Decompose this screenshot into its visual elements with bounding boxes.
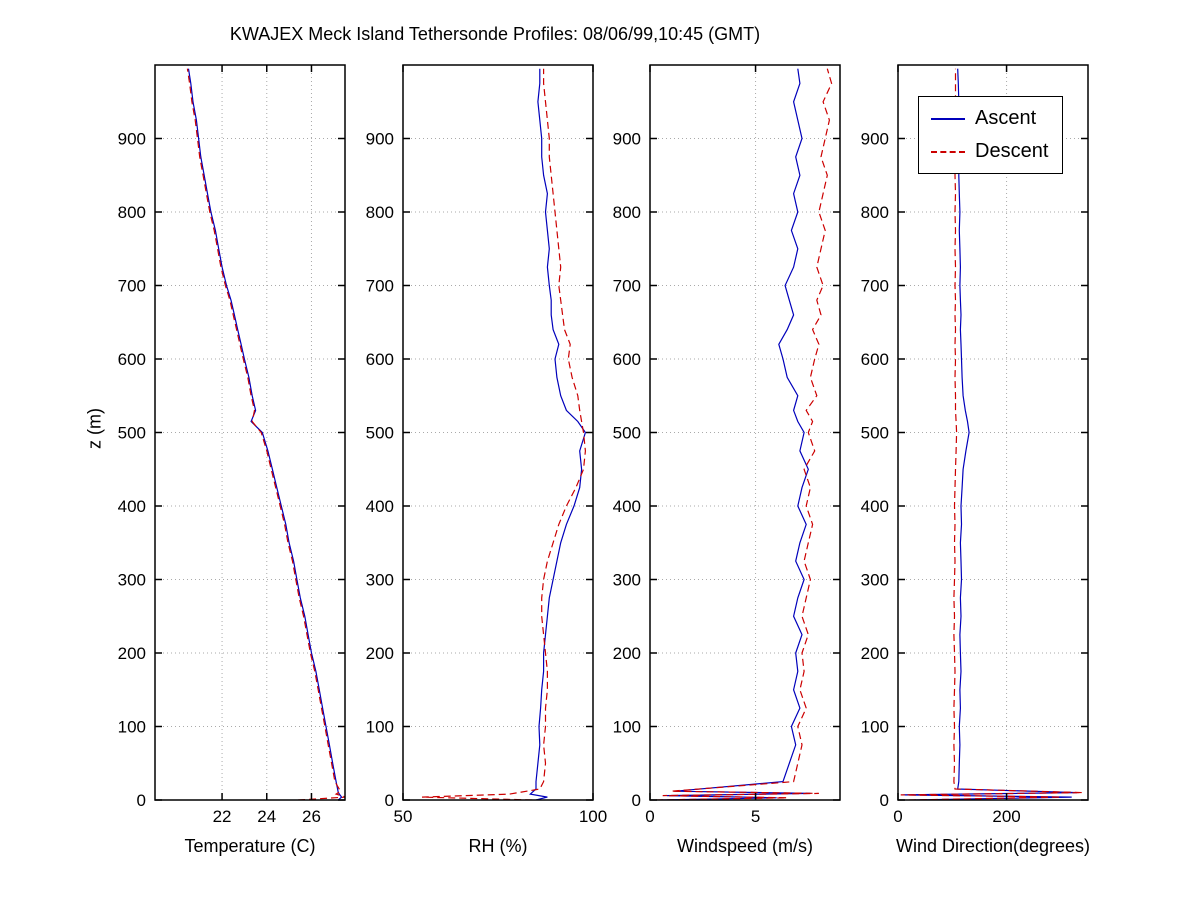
winddirection-ytick-label: 600 xyxy=(861,350,889,369)
legend-label-descent: Descent xyxy=(975,140,1049,162)
x-axis-label-winddirection: Wind Direction(degrees) xyxy=(895,836,1091,856)
winddirection-ascent-line xyxy=(903,68,1078,800)
winddirection-xtick-label: 0 xyxy=(893,807,902,826)
temperature-xtick-label: 22 xyxy=(213,807,232,826)
winddirection-ytick-label: 800 xyxy=(861,203,889,222)
rh-ytick-label: 700 xyxy=(366,277,394,296)
x-axis-label-temperature: Temperature (C) xyxy=(184,836,316,856)
windspeed-ytick-label: 400 xyxy=(613,497,641,516)
winddirection-ytick-label: 100 xyxy=(861,718,889,737)
legend-entry-descent: Descent xyxy=(931,140,1048,163)
windspeed-ytick-label: 200 xyxy=(613,644,641,663)
windspeed-xtick-label: 5 xyxy=(751,807,760,826)
temperature-ytick-label: 300 xyxy=(118,571,146,590)
windspeed-xtick-label: 0 xyxy=(645,807,654,826)
rh-ytick-label: 800 xyxy=(366,203,394,222)
legend: Ascent Descent xyxy=(918,96,1064,174)
windspeed-ytick-label: 800 xyxy=(613,203,641,222)
windspeed-descent-line xyxy=(656,68,833,800)
ascent-line-sample xyxy=(931,117,965,120)
figure-title: KWAJEX Meck Island Tethersonde Profiles:… xyxy=(229,24,761,44)
winddirection-ytick-label: 300 xyxy=(861,571,889,590)
rh-ytick-label: 100 xyxy=(366,718,394,737)
temperature-ytick-label: 0 xyxy=(137,791,146,810)
temperature-ytick-label: 900 xyxy=(118,130,146,149)
temperature-xtick-label: 24 xyxy=(257,807,276,826)
winddirection-ytick-label: 900 xyxy=(861,130,889,149)
rh-xtick-label: 50 xyxy=(394,807,413,826)
rh-ytick-label: 600 xyxy=(366,350,394,369)
rh-ytick-label: 900 xyxy=(366,130,394,149)
temperature-ytick-label: 600 xyxy=(118,350,146,369)
windspeed-ascent-line xyxy=(660,68,811,800)
temperature-ytick-label: 100 xyxy=(118,718,146,737)
temperature-xtick-label: 26 xyxy=(302,807,321,826)
rh-ytick-label: 200 xyxy=(366,644,394,663)
winddirection-ytick-label: 500 xyxy=(861,424,889,443)
legend-entry-ascent: Ascent xyxy=(931,107,1048,130)
temperature-ytick-label: 400 xyxy=(118,497,146,516)
winddirection-xtick-label: 200 xyxy=(992,807,1020,826)
legend-label-ascent: Ascent xyxy=(975,107,1037,129)
rh-ytick-label: 500 xyxy=(366,424,394,443)
descent-line-sample xyxy=(931,150,965,153)
windspeed-ytick-label: 300 xyxy=(613,571,641,590)
winddirection-ytick-label: 200 xyxy=(861,644,889,663)
windspeed-ytick-label: 700 xyxy=(613,277,641,296)
temperature-descent-line xyxy=(186,68,345,800)
winddirection-descent-line xyxy=(900,68,1083,800)
rh-xtick-label: 100 xyxy=(579,807,607,826)
winddirection-ytick-label: 400 xyxy=(861,497,889,516)
x-axis-label-windspeed: Windspeed (m/s) xyxy=(676,836,814,856)
rh-ytick-label: 300 xyxy=(366,571,394,590)
windspeed-ytick-label: 100 xyxy=(613,718,641,737)
windspeed-ytick-label: 0 xyxy=(632,791,641,810)
rh-ytick-label: 0 xyxy=(385,791,394,810)
temperature-ascent-line xyxy=(187,68,343,800)
temperature-ytick-label: 700 xyxy=(118,277,146,296)
winddirection-ytick-label: 0 xyxy=(880,791,889,810)
rh-ytick-label: 400 xyxy=(366,497,394,516)
temperature-ytick-label: 200 xyxy=(118,644,146,663)
rh-ascent-line xyxy=(528,68,587,800)
rh-descent-line xyxy=(421,68,587,800)
winddirection-ytick-label: 700 xyxy=(861,277,889,296)
windspeed-ytick-label: 500 xyxy=(613,424,641,443)
temperature-ytick-label: 800 xyxy=(118,203,146,222)
temperature-ytick-label: 500 xyxy=(118,424,146,443)
windspeed-ytick-label: 600 xyxy=(613,350,641,369)
windspeed-ytick-label: 900 xyxy=(613,130,641,149)
x-axis-label-rh: RH (%) xyxy=(468,836,528,856)
